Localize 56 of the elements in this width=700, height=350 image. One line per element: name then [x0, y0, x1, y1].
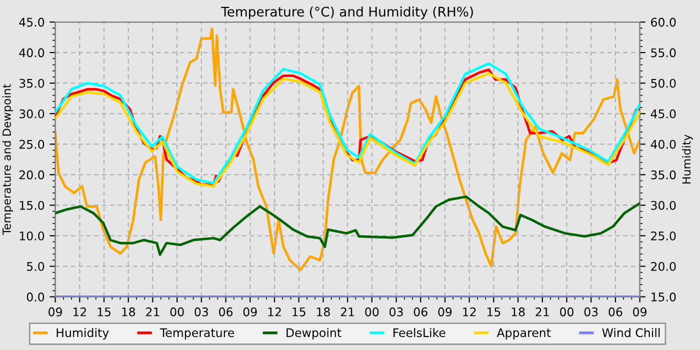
x-tick-label: 21	[146, 307, 160, 316]
legend-label: Apparent	[496, 328, 551, 340]
x-tick-label: 12	[463, 307, 476, 316]
legend-label: Dewpoint	[286, 328, 342, 340]
legend-label: Wind Chill	[602, 328, 660, 338]
y-tick-label: 15.0	[20, 200, 44, 210]
x-tick-label: 12	[268, 307, 281, 316]
y2-tick-label: 55.0	[651, 48, 676, 58]
line-series	[55, 195, 640, 256]
y-tick-label: 25.0	[19, 140, 44, 149]
x-tick-label: 18	[122, 307, 136, 316]
y2-tick-label: 15.0	[652, 292, 676, 302]
x-tick-label: 21	[340, 307, 354, 316]
y2-tick-label: 25.0	[651, 231, 676, 240]
x-tick-label: 09	[48, 307, 62, 316]
y-tick-label: 0.0	[26, 292, 44, 302]
x-tick-label: 15	[487, 308, 500, 316]
y2-tick-label: 20.0	[651, 262, 676, 271]
x-tick-label: 03	[584, 307, 598, 316]
y-tick-label: 20.0	[19, 170, 44, 180]
x-tick-label: 09	[633, 307, 646, 316]
y-tick-label: 30.0	[20, 109, 44, 118]
y-tick-label: 10.0	[20, 231, 44, 240]
x-tick-label: 15	[292, 308, 306, 316]
x-tick-label: 06	[608, 307, 622, 316]
x-tick-label: 03	[194, 307, 208, 316]
y-tick-label: 5.0	[27, 262, 44, 271]
x-tick-label: 21	[536, 307, 549, 316]
y2-tick-label: 45.0	[650, 109, 676, 118]
x-tick-label: 09	[438, 307, 452, 316]
chart-title: Temperature (°C) and Humidity (RH%)	[221, 6, 473, 20]
y2-axis-title: Humidity	[682, 134, 693, 184]
x-tick-label: 12	[73, 307, 86, 316]
legend-label: Humidity	[56, 328, 109, 340]
y2-tick-label: 35.0	[651, 170, 676, 180]
x-tick-label: 00	[560, 307, 574, 316]
y-tick-label: 40.0	[19, 48, 44, 58]
y2-tick-label: 40.0	[650, 140, 676, 149]
y-tick-label: 45.0	[19, 18, 44, 27]
x-tick-label: 00	[365, 307, 379, 316]
y2-tick-label: 60.0	[651, 18, 676, 27]
x-tick-label: 18	[316, 307, 330, 316]
line-series	[55, 28, 640, 272]
x-tick-label: 06	[219, 307, 233, 316]
x-tick-label: 09	[243, 307, 257, 316]
y-axis-title: Temperature and Dewpoint	[2, 84, 14, 236]
legend-label: Temperature	[160, 328, 234, 340]
legend-label: FeelsLike	[393, 328, 446, 338]
x-tick-label: 00	[170, 307, 184, 316]
x-tick-label: 03	[390, 307, 403, 316]
y-tick-label: 35.0	[20, 78, 44, 88]
x-tick-label: 15	[98, 308, 110, 316]
x-tick-label: 06	[414, 307, 428, 316]
y2-tick-label: 50.0	[651, 78, 676, 88]
x-tick-label: 18	[512, 307, 525, 316]
y2-tick-label: 30.0	[651, 200, 676, 210]
